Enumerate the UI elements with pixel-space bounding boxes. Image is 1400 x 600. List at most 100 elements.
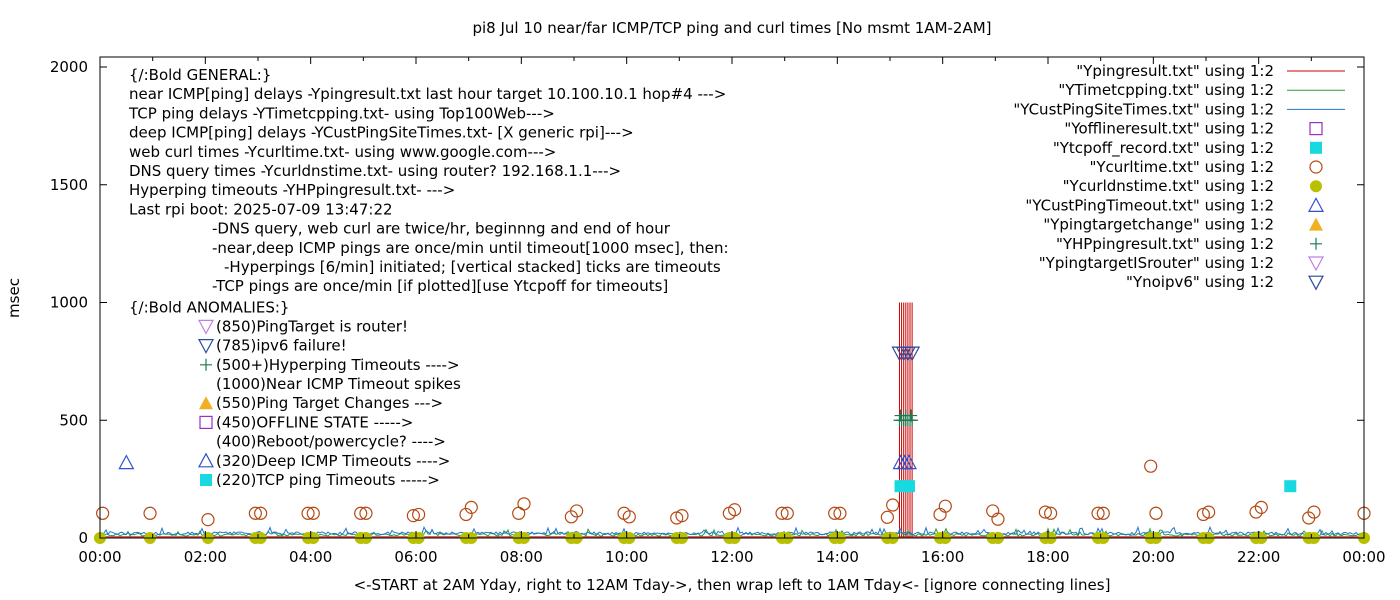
- data-point: [1044, 506, 1058, 520]
- annotation-general-line: {/:Bold GENERAL:}: [129, 66, 271, 84]
- data-point: [143, 506, 157, 520]
- x-tick-label: 12:00: [710, 548, 753, 566]
- anomaly-line: (220)TCP ping Timeouts ----->: [216, 471, 440, 489]
- y-axis-label: msec: [5, 278, 23, 318]
- annotation-general-line: web curl times -Ycurltime.txt- using www…: [129, 143, 556, 161]
- data-point: [1149, 506, 1163, 520]
- x-tick-label: 08:00: [500, 548, 543, 566]
- data-point: [1307, 505, 1321, 519]
- legend-swatch: [1309, 160, 1323, 174]
- anomaly-line: (450)OFFLINE STATE ----->: [216, 413, 413, 431]
- data-point: [1254, 500, 1268, 514]
- data-point: [96, 506, 110, 520]
- anomaly-line: (550)Ping Target Changes --->: [216, 394, 443, 412]
- anomaly-marker: [197, 452, 215, 468]
- anomaly-line: (320)Deep ICMP Timeouts ---->: [216, 452, 450, 470]
- data-point: [570, 504, 584, 518]
- data-point: [780, 506, 794, 520]
- legend-label: "Ycurldnstime.txt" using 1:2: [1063, 177, 1274, 195]
- legend-swatch: [1310, 180, 1322, 193]
- legend-label: "Ynoipv6" using 1:2: [1126, 273, 1274, 291]
- annotation-note-line: -DNS query, web curl are twice/hr, begin…: [212, 220, 671, 238]
- anomaly-line: (785)ipv6 failure!: [216, 337, 347, 355]
- data-point: [359, 506, 373, 520]
- data-point: [902, 480, 915, 493]
- anomaly-line: (850)PingTarget is router!: [216, 317, 408, 335]
- x-tick-label: 16:00: [921, 548, 964, 566]
- data-point: [622, 510, 636, 524]
- data-point: [1284, 480, 1297, 493]
- anomaly-marker: [200, 474, 212, 486]
- legend: "Ypingresult.txt" using 1:2"YTimetcpping…: [1013, 62, 1345, 291]
- data-point: [906, 414, 919, 427]
- chart-title: pi8 Jul 10 near/far ICMP/TCP ping and cu…: [472, 19, 991, 37]
- anomaly-line: (1000)Near ICMP Timeout spikes: [216, 375, 461, 393]
- x-tick-label: 04:00: [289, 548, 332, 566]
- data-point: [1249, 505, 1263, 519]
- data-point: [886, 498, 900, 512]
- data-point: [900, 454, 917, 470]
- data-point: [986, 504, 1000, 518]
- x-tick-label: 00:00: [78, 548, 121, 566]
- data-point: [1096, 506, 1110, 520]
- data-point: [254, 506, 268, 520]
- legend-label: "Ycurltime.txt" using 1:2: [1089, 158, 1274, 176]
- legend-label: "Ypingtargetchange" using 1:2: [1043, 216, 1274, 234]
- data-point: [728, 503, 742, 517]
- data-point: [1038, 505, 1052, 519]
- y-tick-label: 1000: [50, 294, 88, 312]
- legend-label: "YTimetcpping.txt" using 1:2: [1058, 81, 1274, 99]
- legend-label: "YHPpingresult.txt" using 1:2: [1056, 235, 1274, 253]
- data-point: [464, 500, 478, 514]
- data-point: [517, 497, 531, 511]
- annotation-note-line: -Hyperpings [6/min] initiated; [vertical…: [224, 258, 721, 276]
- legend-swatch: [1307, 275, 1325, 291]
- legend-swatch: [1309, 217, 1323, 231]
- x-tick-label: 14:00: [816, 548, 859, 566]
- data-point: [1202, 505, 1216, 519]
- legend-label: "YCustPingTimeout.txt" using 1:2: [1025, 196, 1274, 214]
- legend-swatch: [1310, 237, 1322, 250]
- annotation-general-line: deep ICMP[ping] delays -YCustPingSiteTim…: [129, 124, 634, 142]
- data-point: [880, 510, 894, 524]
- annotation-general-line: Hyperping timeouts -YHPpingresult.txt- -…: [129, 181, 455, 199]
- data-point: [833, 506, 847, 520]
- y-tick-label: 500: [59, 411, 88, 429]
- legend-swatch: [1307, 197, 1325, 212]
- legend-label: "Ypingresult.txt" using 1:2: [1076, 62, 1274, 80]
- data-point: [904, 346, 921, 362]
- y-tick-label: 2000: [50, 58, 88, 76]
- legend-label: "Yofflineresult.txt" using 1:2: [1064, 120, 1274, 138]
- x-tick-label: 00:00: [1342, 548, 1385, 566]
- x-tick-label: 20:00: [1132, 548, 1175, 566]
- legend-label: "YpingtargetISrouter" using 1:2: [1039, 254, 1274, 272]
- annotation-general-line: near ICMP[ping] delays -Ypingresult.txt …: [129, 85, 726, 103]
- data-point: [775, 506, 789, 520]
- anomaly-marker: [199, 415, 213, 429]
- annotation-anomalies-title: {/:Bold ANOMALIES:}: [129, 298, 289, 316]
- data-point: [248, 506, 262, 520]
- legend-label: "YCustPingSiteTimes.txt" using 1:2: [1013, 100, 1274, 118]
- data-point: [1144, 459, 1158, 473]
- legend-label: "Ytcpoff_record.txt" using 1:2: [1053, 139, 1274, 158]
- legend-swatch: [1309, 121, 1323, 136]
- annotation-note-line: -TCP pings are once/min [if plotted][use…: [212, 277, 668, 295]
- legend-swatch: [1307, 256, 1325, 272]
- data-point: [828, 506, 842, 520]
- data-point: [905, 409, 918, 422]
- anomaly-marker: [199, 396, 213, 410]
- data-point: [1091, 506, 1105, 520]
- annotations: {/:Bold GENERAL:}near ICMP[ping] delays …: [128, 66, 729, 489]
- annotation-note-line: -near,deep ICMP pings are once/min until…: [212, 239, 729, 257]
- annotation-general-line: Last rpi boot: 2025-07-09 13:47:22: [129, 200, 393, 218]
- x-tick-label: 10:00: [605, 548, 648, 566]
- data-point: [201, 513, 215, 527]
- data-point: [406, 509, 420, 523]
- x-tick-label: 06:00: [394, 548, 437, 566]
- data-point: [412, 507, 426, 522]
- annotation-general-line: DNS query times -Ycurldnstime.txt- using…: [129, 162, 621, 180]
- x-axis-label: <-START at 2AM Yday, right to 12AM Tday-…: [354, 576, 1111, 594]
- annotation-general-line: TCP ping delays -YTimetcpping.txt- using…: [128, 104, 555, 122]
- y-tick-label: 0: [78, 529, 88, 547]
